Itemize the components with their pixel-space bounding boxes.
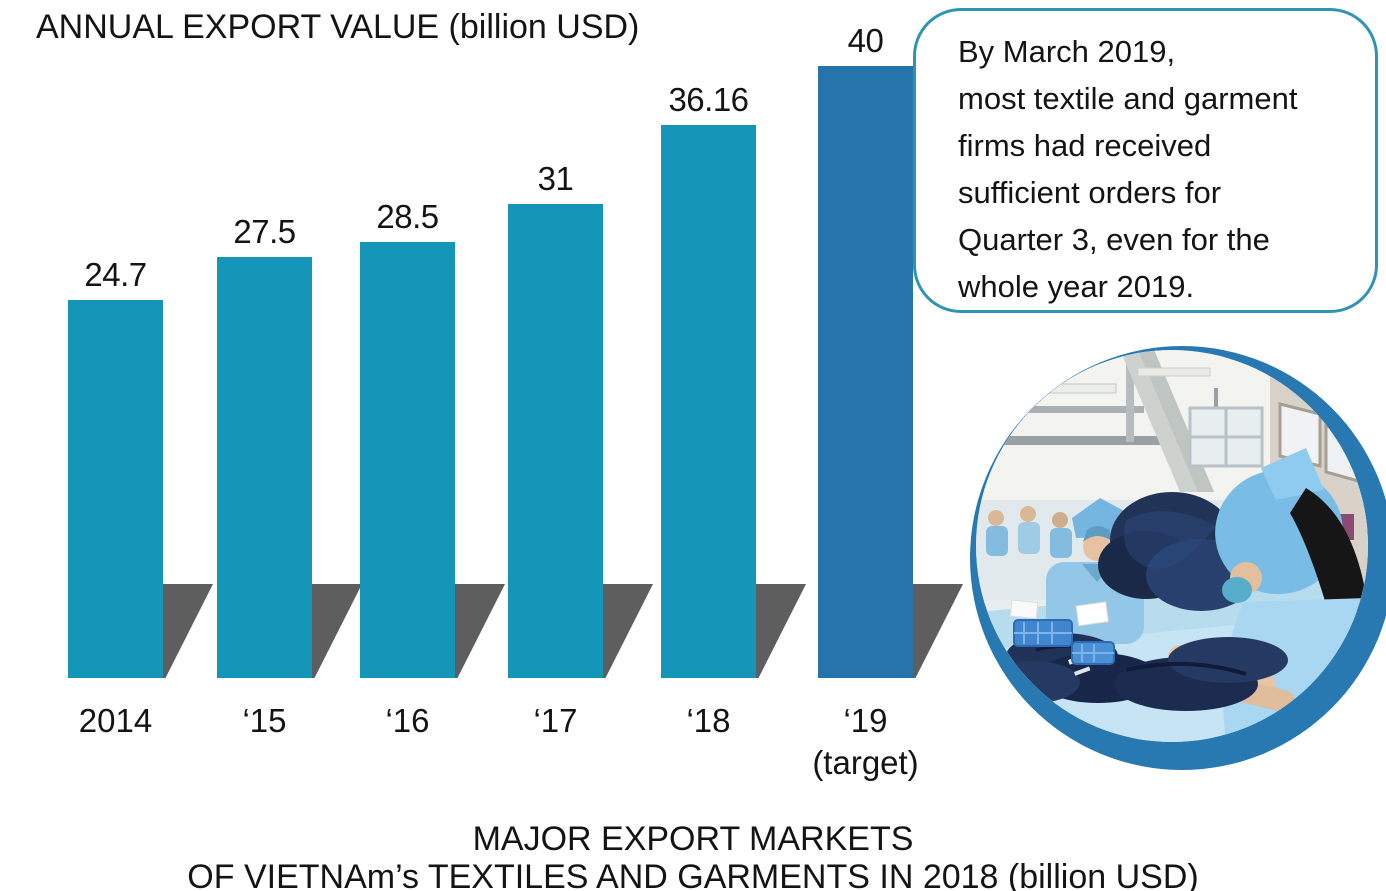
footer-title-line2: OF VIETNAm’s TEXTILES AND GARMENTS IN 20… [187, 858, 1199, 891]
x-axis-label-16: ‘16 [385, 702, 430, 739]
footer-title-line1: MAJOR EXPORT MARKETS [472, 820, 914, 858]
bar-shadow-19-target [913, 584, 963, 678]
bar-15 [217, 257, 312, 678]
bar-shadow-18 [756, 584, 806, 678]
bar-value-label-16: 28.5 [376, 198, 439, 235]
bar-shadow-15 [312, 584, 362, 678]
factory-photo [976, 350, 1368, 742]
bar-shadow-17 [603, 584, 653, 678]
x-axis-label-18: ‘18 [686, 702, 731, 739]
bar-value-label-19-target: 40 [847, 22, 884, 59]
chart-title: ANNUAL EXPORT VALUE (billion USD) [36, 8, 640, 46]
bar-16 [360, 242, 455, 678]
x-axis-label-15: ‘15 [242, 702, 287, 739]
callout-text: By March 2019, most textile and garment … [958, 34, 1298, 304]
x-axis-label-2014: 2014 [78, 702, 153, 739]
bar-19-target [818, 66, 913, 678]
bar-value-label-17: 31 [537, 160, 574, 197]
bar-value-label-18: 36.16 [668, 81, 749, 118]
callout-box: By March 2019, most textile and garment … [913, 8, 1378, 313]
bar-shadow-2014 [163, 584, 213, 678]
bar-shadow-16 [455, 584, 505, 678]
x-axis-label-19-target: ‘19 (target) [812, 702, 919, 781]
bar-17 [508, 204, 603, 678]
x-axis-label-17: ‘17 [533, 702, 578, 739]
bar-value-label-2014: 24.7 [84, 256, 147, 293]
bar-2014 [68, 300, 163, 678]
factory-photo-illustration [976, 350, 1368, 742]
bar-18 [661, 125, 756, 678]
bar-value-label-15: 27.5 [233, 213, 296, 250]
